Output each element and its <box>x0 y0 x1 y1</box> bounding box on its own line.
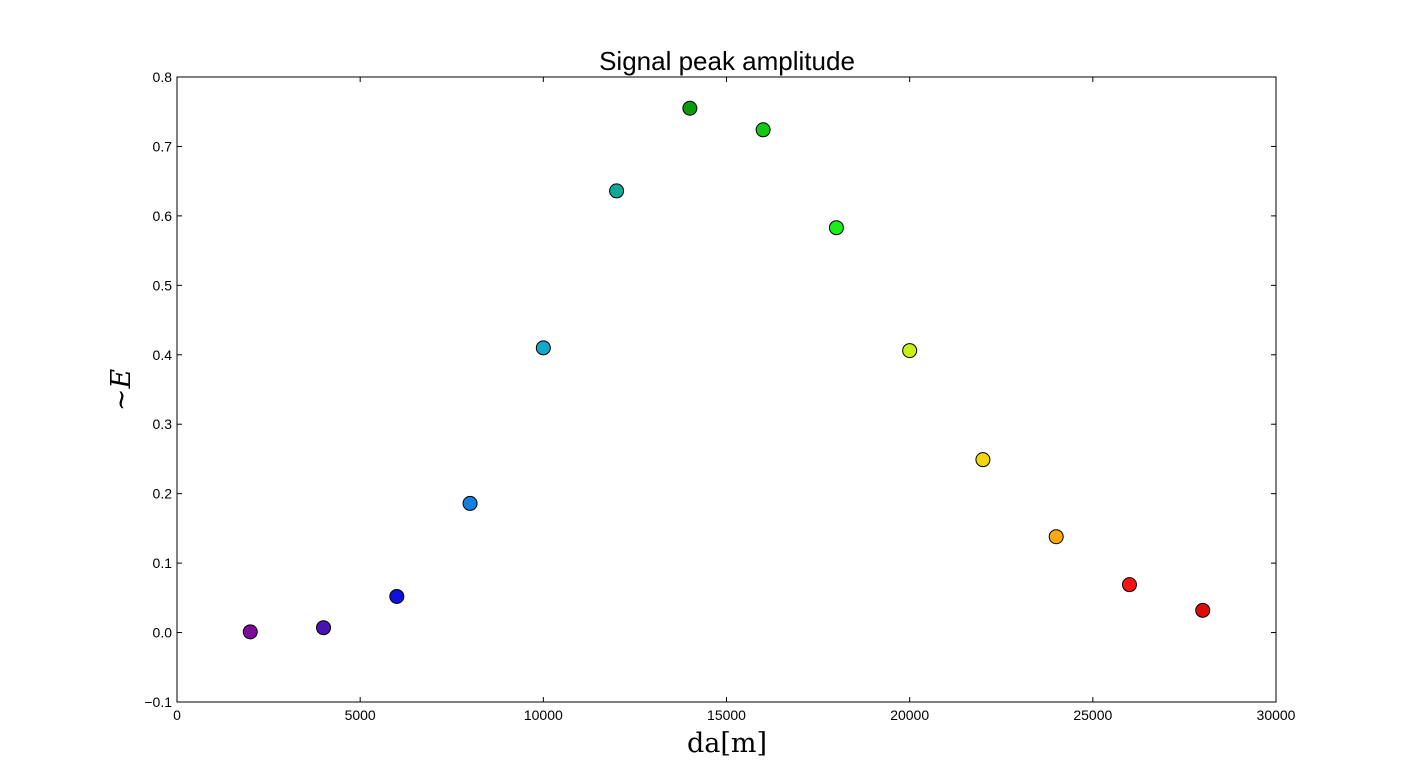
data-point <box>1048 529 1064 545</box>
y-tick-label: 0.6 <box>153 208 173 224</box>
chart-title: Signal peak amplitude <box>599 46 855 76</box>
plot-frame <box>176 76 1277 703</box>
data-point <box>828 220 844 236</box>
y-tick-label: 0.1 <box>153 555 173 571</box>
data-point <box>316 620 332 636</box>
data-point <box>609 183 625 199</box>
x-tick-label: 25000 <box>1073 707 1112 723</box>
data-point <box>535 340 551 356</box>
x-axis-label: da[m] <box>687 728 767 759</box>
x-tick-label: 10000 <box>524 707 563 723</box>
x-tick-label: 15000 <box>707 707 746 723</box>
data-points <box>242 100 1211 640</box>
data-point <box>389 588 405 604</box>
x-tick-label: 30000 <box>1257 707 1296 723</box>
data-point <box>1121 577 1137 593</box>
data-point <box>242 624 258 640</box>
y-tick-label: 0.5 <box>153 277 173 293</box>
y-axis: −0.1 0.0 0.1 0.2 0.3 0.4 0.5 0.6 0.7 0.8 <box>144 69 1276 710</box>
x-tick-label: 5000 <box>345 707 376 723</box>
data-point <box>755 122 771 138</box>
data-point <box>902 343 918 359</box>
y-tick-label: 0.4 <box>153 347 173 363</box>
data-point <box>682 100 698 116</box>
y-axis-label: ~E <box>106 369 137 412</box>
y-tick-label: 0.3 <box>153 416 173 432</box>
y-tick-label: 0.7 <box>153 138 173 154</box>
x-axis: 0 5000 10000 15000 20000 25000 30000 <box>173 77 1296 723</box>
y-tick-label: 0.8 <box>153 69 173 85</box>
data-point <box>975 452 991 468</box>
y-tick-label: 0.0 <box>153 625 173 641</box>
x-tick-label: 20000 <box>890 707 929 723</box>
data-point <box>462 495 478 511</box>
x-tick-label: 0 <box>173 707 181 723</box>
y-tick-label: −0.1 <box>144 694 172 710</box>
y-tick-label: 0.2 <box>153 486 173 502</box>
data-point <box>1195 602 1211 618</box>
